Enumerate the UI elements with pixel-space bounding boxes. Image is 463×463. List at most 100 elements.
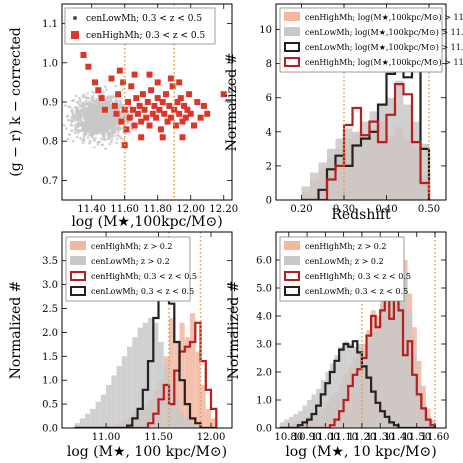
hist-bar [179, 322, 185, 428]
hist-bar [352, 346, 358, 428]
x-tick-label: 10.90 [293, 432, 322, 443]
scatter-point-low [91, 99, 95, 102]
y-tick-label: 0.7 [42, 176, 58, 187]
scatter-point-low [77, 129, 81, 132]
x-tick-label: 11.60 [421, 432, 450, 443]
hist-bar [344, 128, 353, 200]
scatter-point-low [105, 88, 108, 91]
axes-frame [275, 231, 447, 429]
y-tick-label: 2.0 [256, 368, 272, 379]
axes-color-mass: 11.40 11.60 11.80 12.00 12.20 0.7 0.8 0.9 1.0 1.1 [42, 4, 238, 215]
hist-bar [100, 394, 106, 428]
scatter-point-high [98, 95, 105, 102]
scatter-point-low [92, 91, 96, 94]
panel-redshift-histogram: 0.20 0.30 0.40 0.50 0 2 4 6 8 10 Redshift Normali… [224, 3, 463, 223]
legend-swatch [70, 241, 86, 250]
hist-bar [153, 322, 159, 428]
legend-swatch [284, 286, 300, 296]
x-axis-label: log (M★,100kpc/M⊙) [71, 214, 222, 230]
scatter-point-low [75, 116, 78, 120]
legend-label: cenLowMh; z > 0.2 [305, 257, 384, 266]
y-tick-label: 3.0 [256, 340, 272, 351]
hist-bar [393, 265, 399, 428]
scatter-point-high [167, 75, 174, 82]
scatter-point-low [89, 106, 92, 109]
y-axis-label: (g − r) k − corrected [8, 27, 24, 176]
legend-label: cenHighMh; log(M★,100kpc/M⊙) > 11.2 [305, 13, 463, 22]
scatter-point-high [186, 91, 193, 98]
scatter-point-high [92, 79, 98, 86]
scatter-point-high [125, 99, 131, 105]
scatter-point-low [93, 146, 96, 149]
legend-label: cenHighMh; 0.3 < z < 0.5 [305, 272, 411, 281]
x-tick-label: 12.00 [197, 432, 226, 443]
scatter-point-low [66, 137, 69, 141]
scatter-point-low [118, 105, 121, 108]
scatter-point-low [69, 105, 72, 109]
scatter-point-low [88, 133, 91, 137]
scatter-point-low [102, 91, 105, 94]
scatter-point-low [104, 125, 107, 129]
hist-bar [163, 365, 169, 428]
y-tick-label: 0.0 [256, 424, 272, 435]
scatter-point-high [187, 110, 194, 117]
scatter-point-high [169, 83, 176, 90]
scatter-point-low [111, 95, 114, 98]
y-axis-label: Normalized # [226, 281, 242, 380]
legend-label: cenHighMh; z > 0.2 [305, 242, 386, 251]
scatter-point-low [67, 118, 70, 122]
scatter-point-low [86, 97, 90, 100]
scatter-point-low [100, 143, 104, 147]
scatter-point-low [110, 126, 113, 130]
scatter-point-high [197, 114, 204, 121]
hist-bar [366, 338, 372, 428]
scatter-point-high [179, 118, 186, 125]
legend: cenLowMh; 0.3 < z < 0.5 cenHighMh; 0.3 <… [64, 7, 216, 45]
hist-bar [79, 418, 85, 428]
scatter-point-low [132, 115, 135, 119]
scatter-point-high [131, 71, 138, 78]
scatter-point-high [148, 87, 155, 94]
y-axis-label: Normalized # [224, 53, 240, 152]
scatter-point-low [119, 136, 122, 139]
scatter-point-low [100, 117, 103, 120]
scatter-point-low [96, 143, 100, 146]
scatter-point-low [90, 133, 93, 137]
scatter-point-high [181, 102, 188, 109]
scatter-point-low [103, 121, 107, 124]
y-tick-label: 6 [266, 93, 272, 104]
x-axis-label: Redshift [331, 207, 391, 223]
legend-swatch [284, 42, 300, 52]
scatter-point-low [79, 103, 83, 107]
x-tick-label: 0.30 [333, 204, 355, 215]
scatter-point-low [76, 100, 79, 104]
scatter-point-high [144, 99, 151, 105]
scatter-point-low [88, 108, 92, 112]
scatter-point-low [101, 130, 104, 133]
scatter-point-high [163, 91, 169, 98]
scatter-point-low [96, 107, 100, 110]
scatter-point-low [131, 128, 135, 131]
y-tick-label: 4.0 [256, 312, 272, 323]
y-tick-label: 0.8 [42, 137, 58, 148]
hist-bar [325, 372, 330, 428]
scatter-point-low [83, 112, 87, 116]
scatter-point-low [114, 134, 118, 138]
scatter-point-low [99, 110, 103, 113]
scatter-point-high [123, 126, 130, 133]
scatter-point-low [100, 123, 104, 127]
hist-bar [384, 290, 390, 428]
scatter-point-high [133, 95, 140, 102]
scatter-point-low [79, 136, 82, 140]
y-tick-label: 4 [266, 127, 272, 138]
scatter-point-high [108, 75, 115, 82]
x-tick-label: 11.40 [77, 204, 106, 215]
scatter-point-low [88, 114, 91, 118]
hist-bar [407, 310, 413, 428]
scatter-point-low [112, 117, 116, 120]
axes-mass100: 11.00 11.50 12.00 0.0 0.5 1.0 1.5 2.0 2.5 3.0 3.5 [42, 232, 232, 443]
legend-label: cenLowMh; z > 0.2 [91, 257, 170, 266]
scatter-point-low [89, 131, 92, 135]
scatter-point-high [220, 91, 227, 98]
hist-bar [316, 388, 321, 428]
